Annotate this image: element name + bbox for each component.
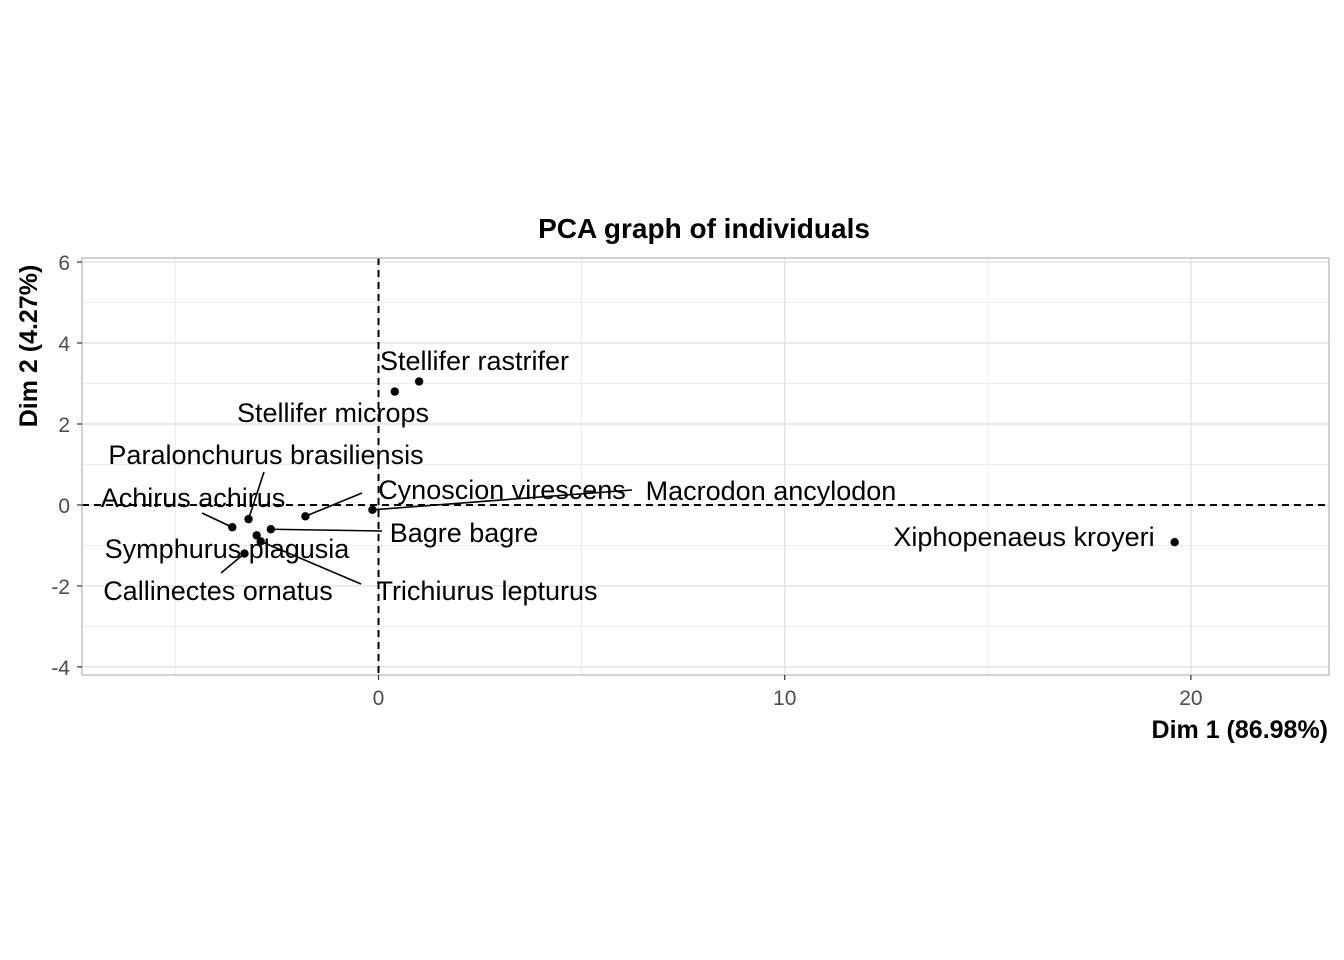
- x-axis-title: Dim 1 (86.98%): [1152, 716, 1328, 744]
- point-labels: Stellifer rastrifer Stellifer microps Para…: [101, 346, 1155, 606]
- point-label: Symphurus plagusia: [105, 534, 351, 564]
- chart-title: PCA graph of individuals: [538, 213, 870, 244]
- data-point: [390, 387, 399, 396]
- point-label: Stellifer rastrifer: [380, 346, 569, 376]
- data-point: [301, 512, 310, 521]
- data-point: [266, 525, 276, 534]
- data-point: [256, 537, 265, 546]
- data-points: [228, 377, 1179, 558]
- y-tick-label: 4: [58, 333, 70, 356]
- plot-border: [81, 257, 1330, 676]
- label-connector: [372, 489, 633, 511]
- point-label: Cynoscion virescens: [378, 475, 626, 505]
- data-point: [244, 514, 253, 524]
- label-connector: [305, 492, 363, 518]
- point-label: Paralonchurus brasiliensis: [108, 440, 423, 470]
- reference-lines: [82, 258, 1329, 675]
- grid-minor: [82, 258, 1329, 675]
- point-label: Trichiurus lepturus: [376, 576, 597, 606]
- label-connector: [201, 512, 233, 528]
- plot-area: Stellifer rastrifer Stellifer microps Para…: [81, 257, 1330, 676]
- y-tick-label: 0: [58, 495, 70, 518]
- point-label: Macrodon ancylodon: [646, 476, 897, 506]
- data-point: [240, 549, 249, 558]
- y-tick-label: 2: [58, 414, 70, 437]
- y-tick-label: -4: [51, 657, 70, 680]
- point-label: Xiphopenaeus kroyeri: [893, 522, 1154, 552]
- y-axis-ticks: -4 -2 0 2 4 6: [51, 252, 82, 680]
- point-label: Stellifer microps: [237, 398, 429, 428]
- y-tick-label: 6: [58, 252, 70, 275]
- grid-major: [82, 258, 1329, 675]
- x-tick-label: 0: [373, 687, 385, 710]
- x-axis-ticks: 0 10 20: [373, 675, 1203, 710]
- point-label: Bagre bagre: [390, 518, 539, 548]
- data-point: [1170, 538, 1179, 547]
- plot-panel: [82, 258, 1329, 675]
- x-tick-label: 10: [773, 687, 796, 710]
- data-point: [414, 377, 424, 386]
- y-axis-title: Dim 2 (4.27%): [15, 265, 43, 428]
- label-connector: [260, 540, 362, 585]
- point-label: Achirus achirus: [101, 483, 286, 513]
- label-connector: [247, 471, 265, 520]
- data-point: [228, 523, 237, 532]
- y-tick-label: -2: [51, 576, 70, 599]
- x-tick-label: 20: [1179, 687, 1202, 710]
- data-point: [368, 505, 377, 515]
- label-connectors: [201, 471, 633, 585]
- label-connector: [220, 552, 245, 574]
- point-label: Callinectes ornatus: [103, 576, 333, 606]
- label-connector: [270, 528, 383, 532]
- data-point: [252, 531, 261, 540]
